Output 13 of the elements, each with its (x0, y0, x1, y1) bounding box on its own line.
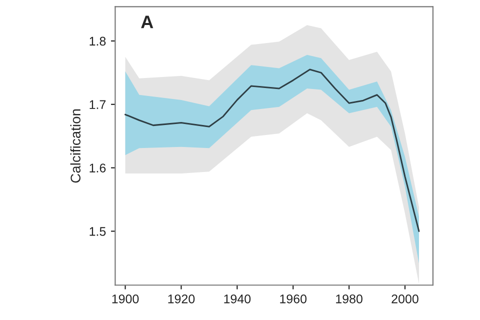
y-tick-label: 1.6 (90, 164, 106, 172)
x-tick-label: 1960 (280, 294, 307, 304)
x-tick-label: 1940 (224, 294, 251, 304)
x-tick-label: 1980 (336, 294, 362, 304)
y-tick-label: 1.7 (90, 100, 106, 109)
x-tick-label: 1920 (168, 294, 195, 304)
y-axis-title: Calcification (70, 109, 80, 183)
y-tick-label: 1.5 (90, 227, 106, 236)
x-tick-label: 2000 (392, 294, 418, 304)
x-tick-label: 1900 (112, 294, 139, 304)
chart-title: A (141, 16, 154, 28)
y-tick-label: 1.8 (90, 36, 106, 46)
line-series (124, 68, 420, 232)
